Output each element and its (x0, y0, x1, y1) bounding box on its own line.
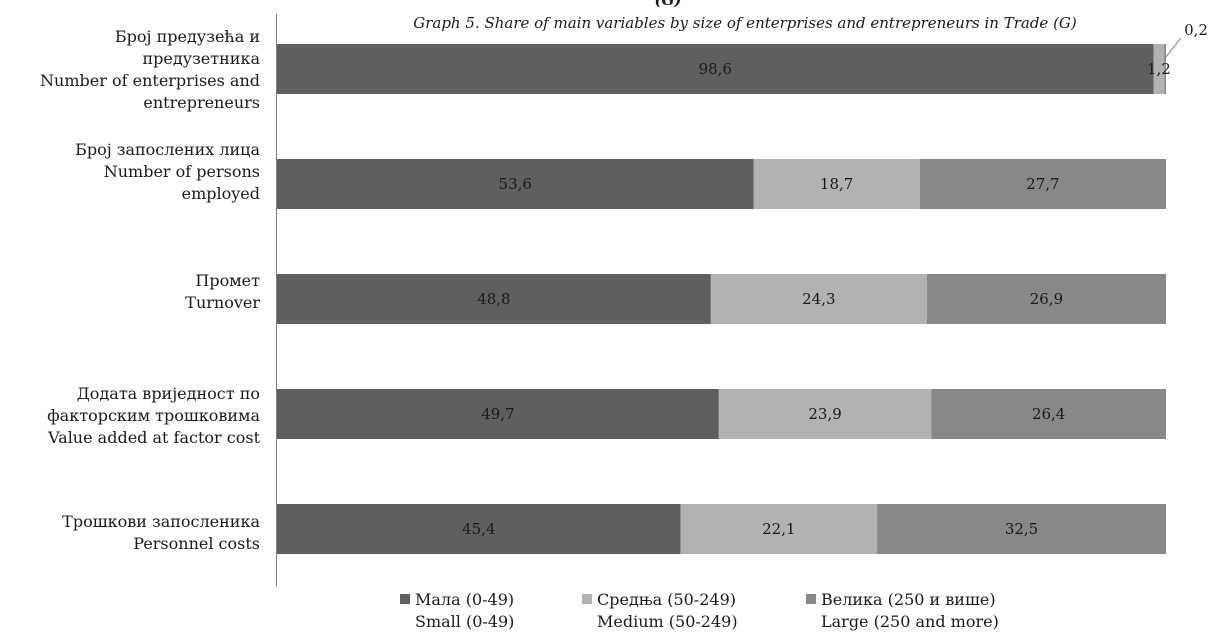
legend-swatch (400, 594, 410, 604)
data-label: 1,2 (1147, 60, 1171, 78)
bar-segment (753, 159, 920, 209)
legend-swatch (582, 594, 592, 604)
category-label: Turnover (185, 293, 260, 312)
bar-segment (277, 274, 711, 324)
bar-segment (1153, 44, 1165, 94)
legend-swatch (806, 594, 816, 604)
bar-segment (710, 274, 927, 324)
data-label: 98,6 (699, 60, 732, 78)
chart-title-fragment: (G) (654, 0, 681, 9)
data-label: 22,1 (762, 520, 795, 538)
chart-title: Graph 5. Share of main variables by size… (413, 14, 1077, 32)
legend-label: Small (0-49) (415, 612, 514, 631)
category-label: Број предузећа и (115, 27, 260, 46)
category-label: Personnel costs (133, 534, 260, 553)
legend-label: Medium (50-249) (597, 612, 738, 631)
bar-segment (931, 389, 1166, 439)
bar-segment (926, 274, 1166, 324)
data-label: 27,7 (1026, 175, 1059, 193)
bar-segment (277, 44, 1154, 94)
bar-segment (277, 504, 681, 554)
bar-segment (919, 159, 1166, 209)
data-label: 45,4 (462, 520, 495, 538)
category-label: Number of persons (104, 162, 260, 181)
data-label: 49,7 (481, 405, 514, 423)
data-label: 53,6 (499, 175, 532, 193)
category-label: факторским трошковима (47, 406, 260, 425)
bar-segment (1164, 44, 1166, 94)
legend-label: Средња (50-249) (597, 590, 736, 609)
bar-segment (680, 504, 878, 554)
legend: Мала (0-49) Small (0-49) Средња (50-249) Me… (400, 590, 999, 631)
bar-segment (277, 159, 754, 209)
bar-segment (877, 504, 1166, 554)
category-label: Промет (195, 271, 260, 290)
category-label: entrepreneurs (143, 93, 260, 112)
category-label: Number of enterprises and (40, 71, 260, 90)
data-label-leader (1164, 37, 1182, 59)
bars-group: 98,6 1,2 0,2 53,6 18,7 27,7 48,8 24,3 26,9 49,7 23… (277, 21, 1208, 554)
category-label: Трошкови запосленика (62, 512, 260, 531)
category-label: Value added at factor cost (47, 428, 261, 447)
data-label: 26,4 (1032, 405, 1065, 423)
data-label: 18,7 (820, 175, 853, 193)
legend-label: Мала (0-49) (415, 590, 514, 609)
category-label: employed (182, 184, 260, 203)
category-label: Број запослених лица (75, 140, 260, 159)
category-labels-group: Број предузећа и предузетника Number of en… (40, 27, 261, 553)
legend-label: Велика (250 и више) (821, 590, 996, 609)
legend-label: Large (250 and more) (821, 612, 999, 631)
data-label: 48,8 (477, 290, 510, 308)
bar-segment (718, 389, 932, 439)
data-label: 32,5 (1005, 520, 1038, 538)
data-label: 23,9 (808, 405, 841, 423)
data-label: 0,2 (1184, 21, 1208, 39)
category-label: Додата вриједност по (77, 384, 260, 403)
data-label: 24,3 (802, 290, 835, 308)
data-label: 26,9 (1030, 290, 1063, 308)
category-label: предузетника (142, 49, 260, 68)
bar-segment (277, 389, 719, 439)
